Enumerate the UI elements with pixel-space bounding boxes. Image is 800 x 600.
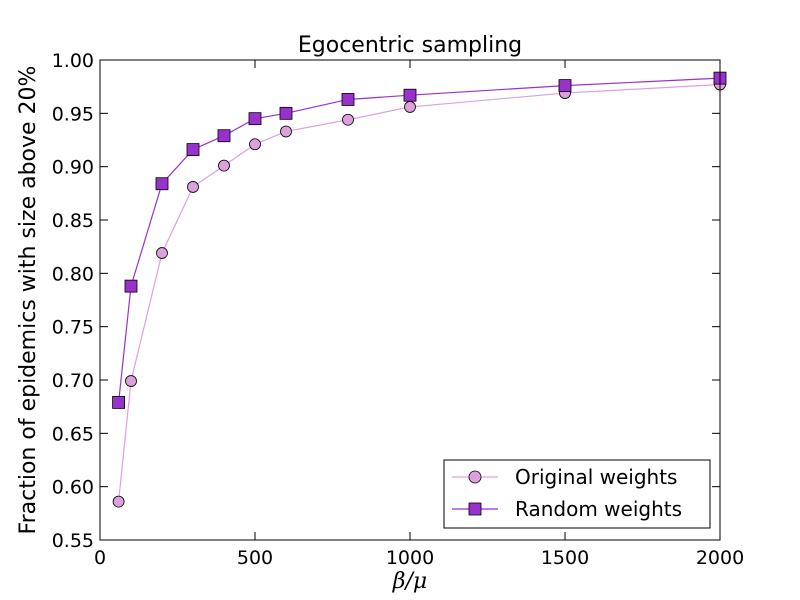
x-axis-label: β/μ <box>392 569 427 594</box>
x-tick-label: 1500 <box>541 547 589 569</box>
y-axis-label: Fraction of epidemics with size above 20… <box>16 66 41 535</box>
series-line <box>118 77 721 403</box>
data-point <box>125 375 137 387</box>
legend-label: Random weights <box>515 497 682 521</box>
y-tick-label: 0.80 <box>52 263 94 285</box>
x-tick-label: 500 <box>237 547 273 569</box>
data-point <box>186 143 200 157</box>
x-tick-label: 2000 <box>696 547 744 569</box>
data-point <box>404 101 416 113</box>
x-tick-label: 0 <box>94 547 106 569</box>
y-tick-label: 0.60 <box>52 477 94 499</box>
data-point <box>280 125 292 138</box>
data-point <box>187 181 199 193</box>
data-point <box>248 112 262 126</box>
series-square <box>112 71 727 409</box>
y-tick-label: 1.00 <box>52 50 94 72</box>
series-layer <box>112 71 727 508</box>
y-tick-label: 0.75 <box>52 317 94 339</box>
y-tick-label: 0.95 <box>52 103 94 125</box>
data-point <box>218 159 230 172</box>
y-tick-label: 0.70 <box>52 370 94 392</box>
legend: Original weights Random weights <box>443 459 711 529</box>
series-circle <box>112 78 726 508</box>
legend-marker <box>468 502 482 516</box>
legend-box <box>443 459 711 529</box>
data-point <box>341 93 355 106</box>
legend-label: Original weights <box>515 465 677 489</box>
data-point <box>112 495 125 508</box>
legend-marker <box>468 470 482 484</box>
data-point <box>279 106 293 120</box>
y-tick-label: 0.85 <box>52 210 94 232</box>
y-tick-label: 0.55 <box>52 530 94 552</box>
data-point <box>156 247 168 259</box>
x-tick-label: 1000 <box>386 547 434 569</box>
data-point <box>217 129 231 143</box>
data-point <box>249 138 261 151</box>
data-point <box>558 79 572 92</box>
ticks-layer: 0 500 1000 1500 2000 0.55 0.60 0.65 0.70 0.75 0.80… <box>52 50 744 569</box>
y-tick-label: 0.65 <box>52 423 94 445</box>
data-point <box>112 395 125 409</box>
chart-title: Egocentric sampling <box>298 33 522 58</box>
data-point <box>403 88 417 102</box>
series-line <box>118 83 721 502</box>
y-tick-label: 0.90 <box>52 157 94 179</box>
data-point <box>124 279 138 293</box>
data-point <box>155 177 169 191</box>
data-point <box>342 113 354 126</box>
